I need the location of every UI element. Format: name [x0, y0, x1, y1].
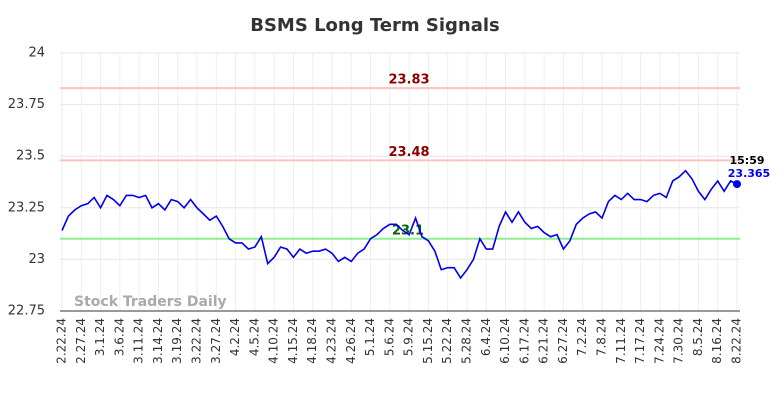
x-tick-label: 7.8.24 [595, 318, 609, 356]
x-tick-label: 7.17.24 [633, 318, 647, 364]
y-tick-label: 23 [28, 252, 45, 267]
x-tick-label: 8.22.24 [730, 318, 744, 364]
x-tick-label: 7.24.24 [652, 318, 666, 364]
x-tick-label: 4.18.24 [305, 318, 319, 364]
x-tick-label: 3.1.24 [93, 318, 107, 356]
x-tick-label: 4.10.24 [267, 318, 281, 364]
x-tick-label: 7.30.24 [672, 318, 686, 364]
x-tick-label: 2.22.24 [55, 318, 69, 364]
x-tick-label: 6.27.24 [556, 318, 570, 364]
x-tick-label: 5.15.24 [421, 318, 435, 364]
signal-label: 23.83 [388, 73, 429, 88]
x-tick-label: 4.2.24 [228, 318, 242, 356]
x-tick-label: 7.2.24 [575, 318, 589, 356]
x-tick-label: 2.27.24 [74, 318, 88, 364]
x-tick-label: 3.14.24 [151, 318, 165, 364]
x-tick-label: 6.10.24 [498, 318, 512, 364]
watermark: Stock Traders Daily [74, 294, 227, 310]
x-tick-label: 3.6.24 [112, 318, 126, 356]
x-tick-label: 6.17.24 [517, 318, 531, 364]
x-tick-label: 7.11.24 [614, 318, 628, 364]
last-time: 15:59 [729, 154, 764, 167]
x-tick-label: 5.28.24 [460, 318, 474, 364]
y-tick-label: 23.25 [8, 200, 45, 215]
x-tick-label: 4.15.24 [286, 318, 300, 364]
x-tick-label: 5.22.24 [440, 318, 454, 364]
x-tick-label: 4.23.24 [325, 318, 339, 364]
x-tick-label: 8.5.24 [691, 318, 705, 356]
x-tick-label: 6.4.24 [479, 318, 493, 356]
last-point [733, 180, 741, 189]
x-tick-label: 5.6.24 [382, 318, 396, 356]
last-value: 23.365 [728, 167, 770, 180]
x-tick-label: 3.22.24 [190, 318, 204, 364]
x-tick-label: 4.26.24 [344, 318, 358, 364]
x-tick-label: 3.19.24 [170, 318, 184, 364]
y-tick-label: 23.75 [8, 97, 45, 112]
price-line [61, 169, 738, 280]
x-tick-label: 4.5.24 [247, 318, 261, 356]
x-tick-label: 3.27.24 [209, 318, 223, 364]
x-tick-label: 8.16.24 [710, 318, 724, 364]
x-tick-label: 3.11.24 [132, 318, 146, 364]
y-tick-label: 23.5 [16, 149, 45, 164]
y-tick-label: 22.75 [8, 304, 45, 319]
x-tick-label: 5.1.24 [363, 318, 377, 356]
chart-title: BSMS Long Term Signals [250, 15, 500, 36]
x-tick-label: 5.9.24 [402, 318, 416, 356]
y-tick-label: 24 [28, 46, 45, 61]
signal-label: 23.48 [388, 145, 429, 160]
x-tick-label: 6.21.24 [537, 318, 551, 364]
